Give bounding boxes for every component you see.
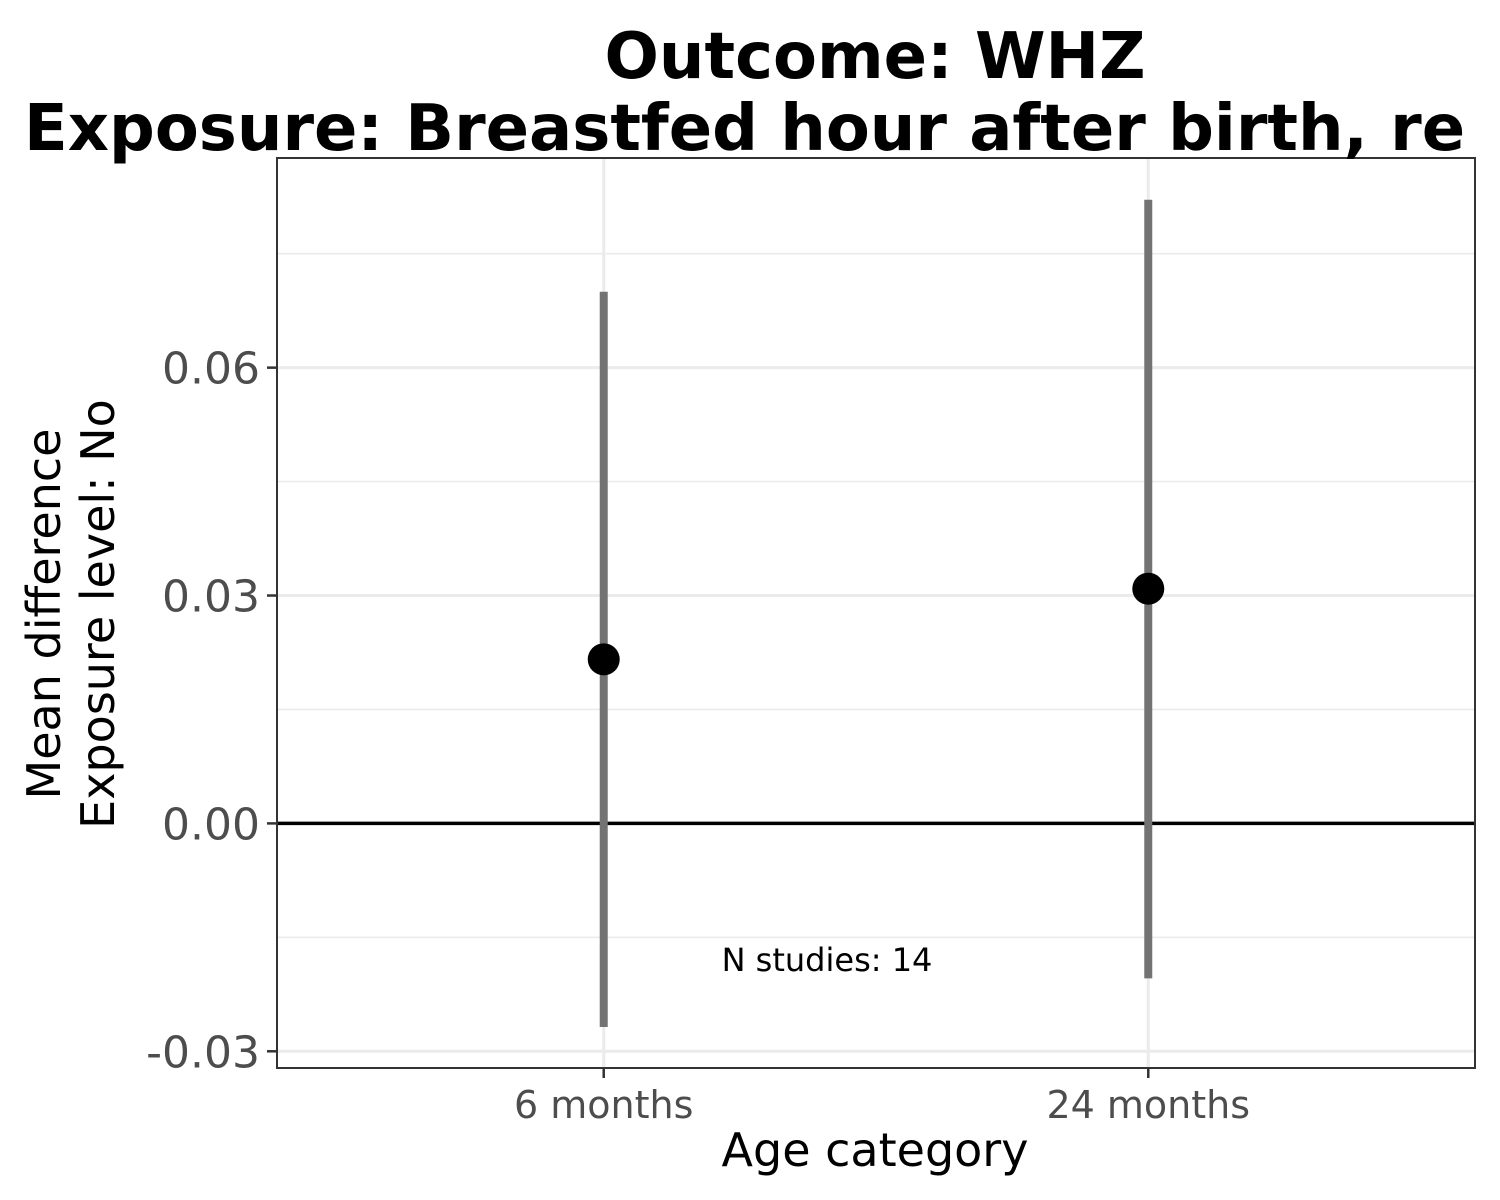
- point-estimates: [587, 572, 1165, 676]
- y-tick-label: 0.06: [162, 344, 260, 395]
- y-axis-title-line-2: Exposure level: No: [71, 399, 125, 829]
- y-tick-label: 0.03: [162, 572, 260, 623]
- n-studies-annotation: N studies: 14: [722, 941, 933, 979]
- grid-lines: [277, 158, 1475, 1068]
- y-tick-label: -0.03: [146, 1027, 260, 1078]
- chart-title-line-1: Outcome: WHZ: [605, 20, 1146, 94]
- x-axis-ticks: 6 months 24 months: [514, 1068, 1250, 1127]
- y-axis-title-line-1: Mean difference: [17, 429, 71, 800]
- y-tick-label: 0.00: [162, 799, 260, 850]
- point-estimate-6-months: [587, 643, 620, 676]
- x-tick-label: 6 months: [514, 1083, 693, 1127]
- panel-border: [276, 157, 1476, 1069]
- x-axis-title: Age category: [722, 1123, 1029, 1177]
- x-tick-label: 24 months: [1046, 1083, 1250, 1127]
- chart-title-line-2: Exposure: Breastfed hour after birth, re: [24, 92, 1465, 166]
- point-estimate-24-months: [1132, 572, 1165, 605]
- y-axis-ticks: -0.03 0.00 0.03 0.06: [146, 344, 277, 1078]
- error-bars: [599, 199, 1153, 1027]
